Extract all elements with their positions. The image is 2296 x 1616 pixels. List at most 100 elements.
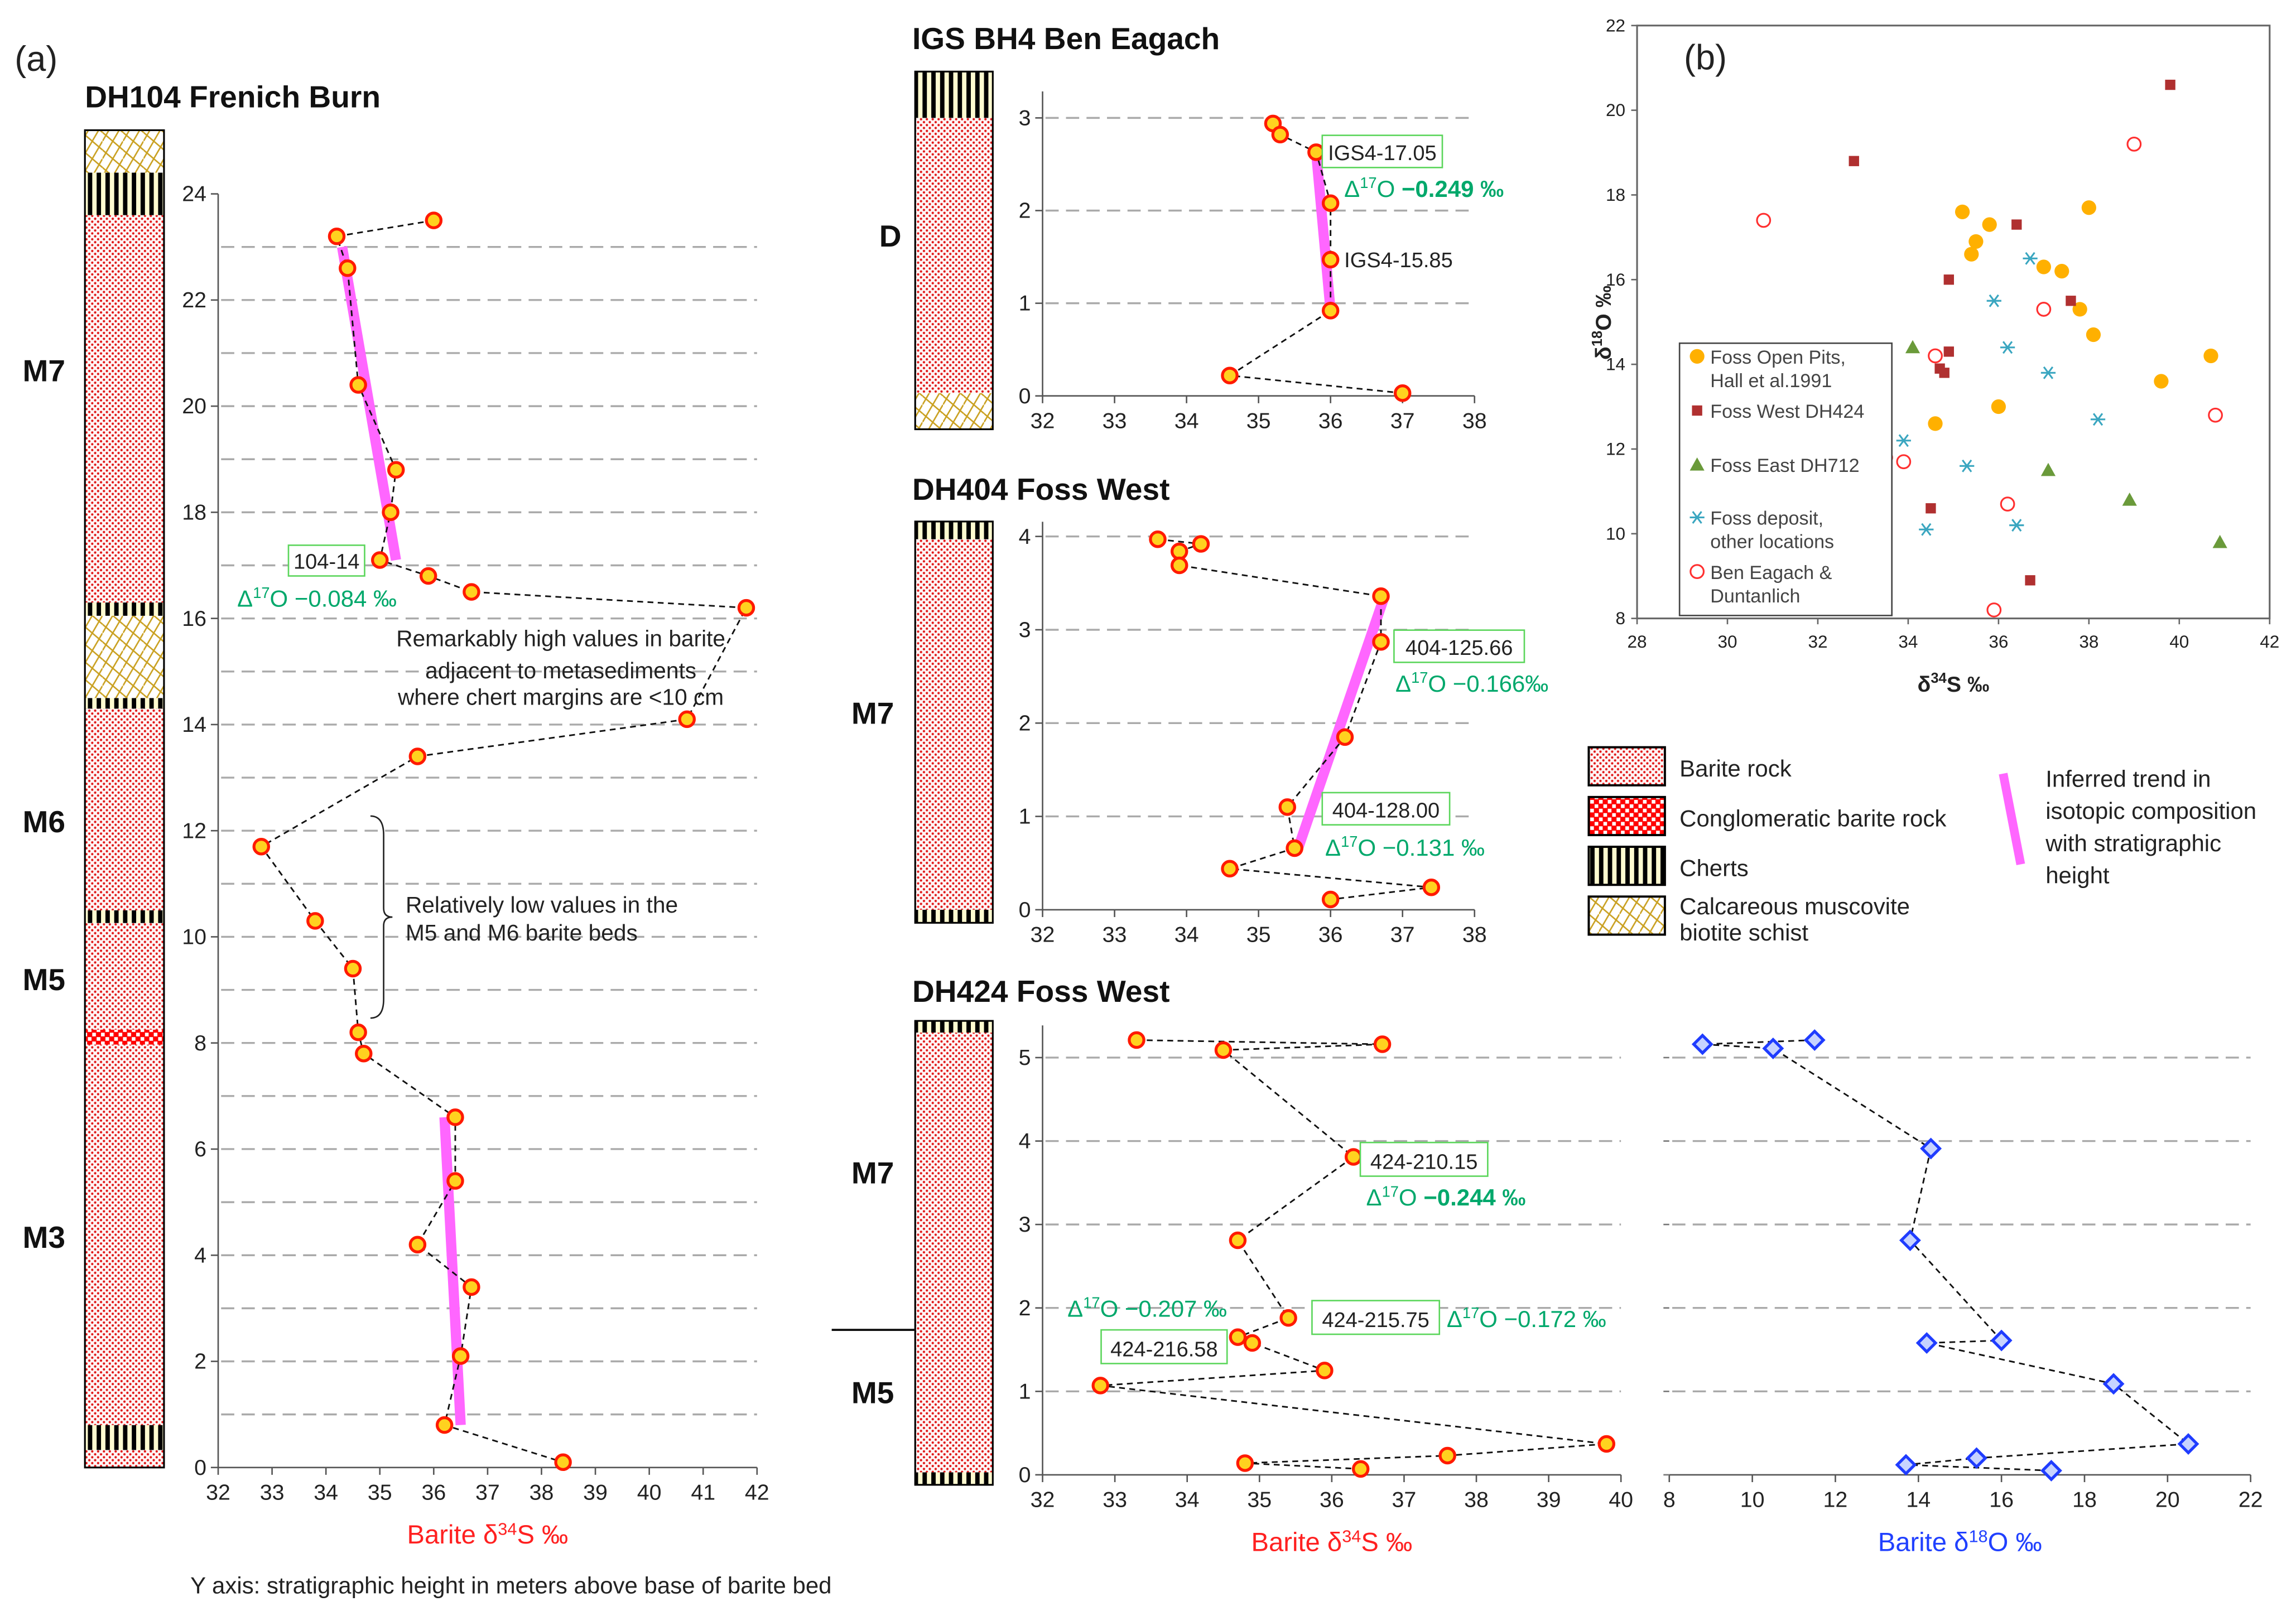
data-point	[1221, 860, 1239, 878]
lithology-chert	[85, 172, 164, 215]
x-tick-label: 28	[1628, 631, 1647, 652]
text-part: S ‰	[517, 1520, 568, 1550]
y-tick-label: 5	[1019, 1045, 1031, 1070]
superscript: 17	[253, 584, 269, 601]
brace	[370, 815, 393, 1019]
sample-label-box	[1321, 792, 1451, 826]
data-point	[1803, 1029, 1826, 1051]
text-bold: −0.244 ‰	[1423, 1184, 1525, 1210]
lithology-chert	[85, 602, 164, 616]
marker-circle	[2154, 374, 2169, 389]
legend-label: Ben Eagach &	[1710, 562, 1832, 583]
x-tick-label: 35	[1247, 1488, 1272, 1512]
y-tick-label: 10	[1606, 523, 1625, 543]
text-part: O	[1377, 176, 1402, 202]
x-tick-label: 38	[1462, 408, 1487, 433]
y-tick-label: 10	[182, 925, 206, 949]
x-tick-label: 38	[530, 1480, 554, 1505]
text-part: O ‰	[1988, 1527, 2042, 1557]
lithology-chert	[915, 1472, 993, 1485]
marker-square	[1926, 503, 1936, 514]
text-part: O −0.131 ‰	[1358, 834, 1484, 861]
delta17o-value: Δ17O −0.131 ‰	[1325, 833, 1485, 861]
unit-label: M7	[22, 353, 65, 388]
annotation-note: adjacent to metasediments	[425, 658, 696, 683]
sample-label-box	[1393, 629, 1525, 663]
marker-asterisk	[2090, 413, 2106, 426]
data-point	[1316, 1362, 1334, 1379]
data-point	[1279, 1309, 1297, 1327]
data-point	[408, 1236, 427, 1253]
panel-igs: IGS BH4 Ben Eagach D 32 33 34 35 36 37 38 0 1 2 3 IGS…	[879, 21, 1504, 433]
text-part: Δ	[1395, 670, 1411, 697]
data-point	[1286, 839, 1303, 857]
legend-label: Foss deposit,	[1710, 508, 1823, 529]
y-tick-label: 8	[1616, 608, 1626, 628]
data-point	[408, 747, 427, 765]
data-point	[2102, 1373, 2125, 1395]
x-tick-label: 37	[475, 1480, 500, 1505]
data-point	[1170, 542, 1188, 561]
data-point	[355, 1044, 373, 1063]
superscript: 17	[1083, 1294, 1100, 1311]
superscript: 18	[1968, 1527, 1987, 1546]
marker-circle	[2054, 263, 2069, 279]
data-point	[2040, 1459, 2062, 1482]
x-tick-label: 16	[1989, 1488, 2014, 1512]
superscript: 34	[498, 1519, 517, 1538]
annotation-note: Relatively low values in the	[406, 892, 678, 918]
y-tick-label: 3	[1019, 1212, 1031, 1237]
data-point	[344, 959, 362, 978]
delta17o-value: Δ17O −0.207 ‰	[1067, 1294, 1227, 1322]
text-part: O	[1399, 1184, 1423, 1210]
unit-label: M5	[22, 962, 65, 997]
legend-label: Duntanlich	[1710, 586, 1800, 607]
legend-label: Cherts	[1679, 855, 1749, 881]
data-point	[1128, 1031, 1145, 1049]
lithology-chert	[85, 1425, 164, 1450]
delta17o-value: Δ17O −0.249 ‰	[1344, 174, 1504, 202]
marker-circle	[1964, 247, 1979, 262]
x-tick-label: 33	[1103, 1488, 1127, 1512]
x-tick-label: 39	[1537, 1488, 1561, 1512]
lithology-legend: Barite rock Conglomeratic barite rock Cher…	[1587, 746, 2256, 946]
x-tick-label: 40	[2169, 631, 2189, 652]
marker-asterisk	[1960, 459, 1975, 472]
data-line	[260, 219, 748, 1463]
x-tick-label: 39	[583, 1480, 608, 1505]
data-point	[446, 1172, 464, 1190]
marker-square	[2165, 79, 2175, 90]
data-point	[349, 1023, 367, 1041]
sample-label: IGS4-15.85	[1344, 249, 1453, 272]
text-part: O −0.084 ‰	[270, 586, 397, 612]
x-tick-label: 34	[314, 1480, 338, 1505]
x-tick-label: 20	[2155, 1488, 2180, 1512]
legend-label: Conglomeratic barite rock	[1679, 805, 1947, 831]
lithology-barite	[915, 539, 993, 910]
data-point	[1192, 535, 1210, 553]
y-tick-label: 20	[1606, 100, 1625, 120]
marker-asterisk	[2000, 341, 2015, 354]
x-tick-label: 33	[1103, 923, 1127, 947]
data-point	[1597, 1435, 1615, 1453]
marker-open-circle	[2208, 407, 2223, 423]
marker-asterisk	[1919, 523, 1934, 536]
data-point	[1091, 1377, 1109, 1395]
x-tick-label: 32	[1031, 923, 1055, 947]
x-tick-label: 32	[1031, 408, 1055, 433]
y-axis-footnote: Y axis: stratigraphic height in meters a…	[190, 1572, 831, 1598]
x-tick-label: 36	[1320, 1488, 1344, 1512]
data-point	[435, 1416, 454, 1434]
lithology-chert	[85, 910, 164, 923]
lithology-chert	[915, 1021, 993, 1033]
lithology-barite	[915, 118, 993, 393]
annotation-note: where chert margins are <10 cm	[397, 684, 724, 710]
superscript: 17	[1382, 1183, 1399, 1200]
data-point	[1899, 1229, 1921, 1252]
data-line	[1100, 1039, 1607, 1470]
y-axis-label: δ18O ‰	[1590, 286, 1616, 360]
lithology-column	[914, 520, 994, 924]
y-tick-label: 3	[1019, 105, 1031, 130]
